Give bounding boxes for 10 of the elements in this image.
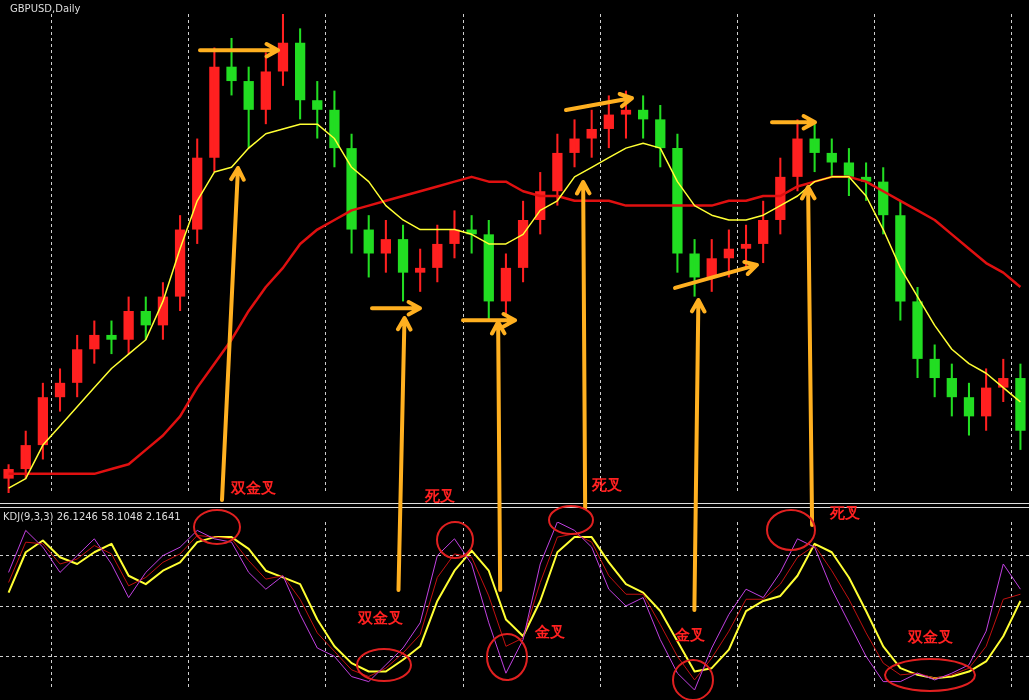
annotation: 金叉	[675, 625, 705, 645]
annotation: 双金叉	[230, 478, 276, 498]
annotation: 死叉	[425, 486, 455, 506]
annotation: 双金叉	[907, 627, 953, 647]
annotation: 双金叉	[357, 608, 403, 628]
annotation: 金叉	[535, 622, 565, 642]
chart-title: KDJ(9,3,3) 26.1246 58.1048 2.1641	[3, 511, 181, 522]
annotation: 死叉	[592, 475, 622, 495]
chart-title: GBPUSD,Daily	[10, 3, 81, 14]
text: 死叉	[830, 503, 860, 523]
